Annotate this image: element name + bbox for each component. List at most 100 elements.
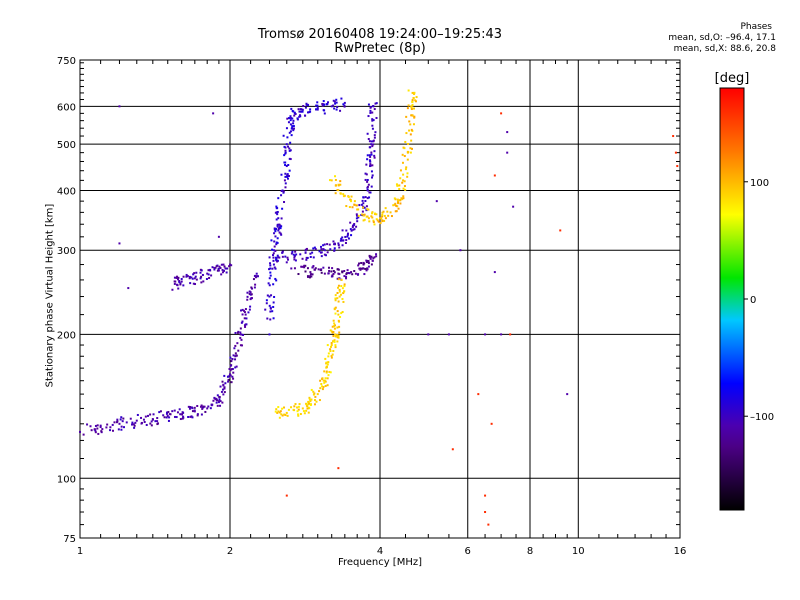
data-point <box>373 156 376 159</box>
data-point <box>337 278 340 281</box>
data-point <box>410 105 413 108</box>
data-point <box>322 109 325 112</box>
data-point <box>223 265 226 268</box>
data-point <box>327 352 330 355</box>
data-point <box>333 107 336 110</box>
data-point <box>308 276 311 279</box>
data-point <box>254 283 257 286</box>
data-point <box>365 163 368 166</box>
data-point <box>447 333 450 336</box>
data-point <box>405 166 408 169</box>
data-point <box>373 154 376 157</box>
data-point <box>435 200 438 203</box>
data-point <box>226 267 229 270</box>
data-point <box>320 382 323 385</box>
data-point <box>336 277 339 280</box>
data-point <box>386 210 389 213</box>
data-point <box>273 232 276 235</box>
data-point <box>200 413 203 416</box>
data-point <box>344 235 347 238</box>
data-point <box>293 405 296 408</box>
data-point <box>361 210 364 213</box>
data-point <box>292 125 295 128</box>
data-point <box>221 401 224 404</box>
data-point <box>294 403 297 406</box>
data-point <box>90 429 93 432</box>
data-point <box>268 284 271 287</box>
data-point <box>278 411 281 414</box>
data-point <box>333 249 336 252</box>
data-point <box>341 287 344 290</box>
data-point <box>208 276 211 279</box>
data-point <box>407 142 410 145</box>
data-point <box>334 102 337 105</box>
data-point <box>96 427 99 430</box>
data-point <box>120 425 123 428</box>
data-point <box>321 102 324 105</box>
data-point <box>222 383 225 386</box>
data-point <box>347 237 350 240</box>
data-point <box>199 271 202 274</box>
data-point <box>243 324 246 327</box>
data-point <box>99 424 102 427</box>
data-point <box>316 101 319 104</box>
data-point <box>282 134 285 137</box>
data-point <box>289 149 292 152</box>
data-point <box>270 294 273 297</box>
data-point <box>291 110 294 113</box>
data-point <box>178 279 181 282</box>
data-point <box>364 200 367 203</box>
data-point <box>109 426 112 429</box>
data-point <box>324 254 327 257</box>
data-point <box>413 92 416 95</box>
data-point <box>142 418 145 421</box>
data-point <box>299 115 302 118</box>
data-point <box>239 327 242 330</box>
data-point <box>268 295 271 298</box>
data-point <box>566 393 569 396</box>
data-point <box>299 413 302 416</box>
data-point <box>219 400 222 403</box>
data-point <box>337 268 340 271</box>
data-point <box>276 260 279 263</box>
data-point <box>383 214 386 217</box>
data-point <box>559 229 562 232</box>
data-point <box>381 211 384 214</box>
data-point <box>247 311 250 314</box>
data-point <box>133 424 136 427</box>
data-point <box>228 368 231 371</box>
data-point <box>327 374 330 377</box>
data-point <box>94 424 97 427</box>
data-point <box>133 426 136 429</box>
data-point <box>340 239 343 242</box>
data-point <box>337 300 340 303</box>
y-tick-label: 300 <box>57 246 76 257</box>
data-point <box>290 107 293 110</box>
data-point <box>493 174 496 177</box>
data-point <box>341 311 344 314</box>
data-point <box>220 273 223 276</box>
data-point <box>337 244 340 247</box>
data-point <box>365 215 368 218</box>
data-point <box>201 407 204 410</box>
data-point <box>387 214 390 217</box>
x-axis-label: Frequency [MHz] <box>337 557 423 568</box>
data-point <box>375 253 378 256</box>
data-point <box>222 393 225 396</box>
data-point <box>349 198 352 201</box>
data-point <box>156 417 159 420</box>
data-point <box>364 267 367 270</box>
data-point <box>320 268 323 271</box>
data-point <box>187 415 190 418</box>
data-point <box>281 250 284 253</box>
data-point <box>283 145 286 148</box>
data-point <box>232 377 235 380</box>
data-point <box>374 131 377 134</box>
data-point <box>223 386 226 389</box>
data-point <box>353 269 356 272</box>
data-point <box>175 276 178 279</box>
data-point <box>232 354 235 357</box>
data-point <box>674 151 677 154</box>
y-tick-label: 100 <box>57 474 76 485</box>
data-point <box>298 115 301 118</box>
